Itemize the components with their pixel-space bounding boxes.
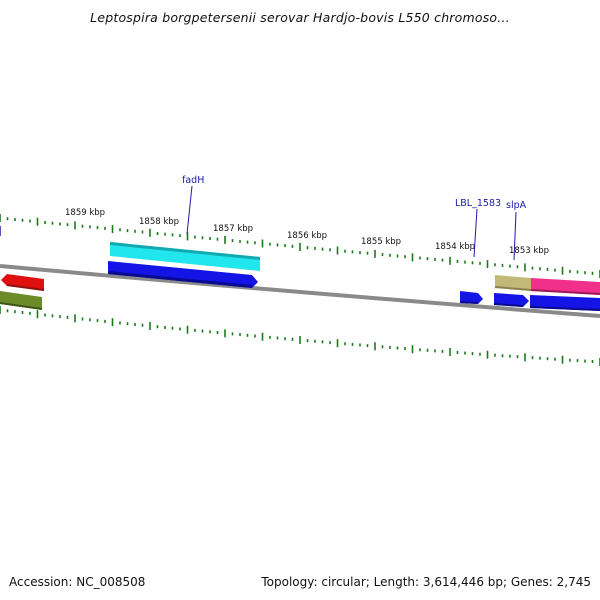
feature-lbl1583[interactable] <box>460 291 483 304</box>
feature-pink-shade <box>531 289 600 295</box>
accession-text: Accession: NC_008508 <box>9 575 146 589</box>
feature-red-shade <box>7 284 44 291</box>
ruler-label-1854: 1854 kbp <box>435 242 475 252</box>
ruler-label-1855: 1855 kbp <box>361 237 401 247</box>
feature-slpA-khaki-shade <box>495 286 531 291</box>
ruler-label-1858: 1858 kbp <box>139 217 179 227</box>
features <box>0 242 600 311</box>
gene-label-fadH[interactable]: fadH <box>182 175 204 186</box>
gene-label-fadH-group[interactable]: fadH <box>182 175 204 235</box>
gene-label-slpA-group[interactable]: slpA <box>506 200 527 261</box>
map-title: Leptospira borgpetersenii serovar Hardjo… <box>90 10 510 25</box>
gene-label-slpA[interactable]: slpA <box>506 200 527 211</box>
feature-fadH-cyan[interactable] <box>110 242 260 271</box>
ruler-label-1857: 1857 kbp <box>213 224 253 234</box>
feature-blue-right-shade <box>530 306 600 311</box>
chromosome-backbone <box>0 264 600 318</box>
gene-label-lbl1583-group[interactable]: LBL_1583 <box>455 198 501 258</box>
ruler-label-1859: 1859 kbp <box>65 208 105 218</box>
feature-slpA-blue-shade <box>494 303 523 307</box>
feature-fadH-cyan-shade <box>110 242 260 260</box>
ruler-label-1856: 1856 kbp <box>287 231 327 241</box>
feature-lbl1583-shade <box>460 301 478 304</box>
topology-text: Topology: circular; Length: 3,614,446 bp… <box>261 575 591 589</box>
feature-red[interactable] <box>1 274 44 291</box>
ruler-labels: 1859 kbp 1858 kbp 1857 kbp 1856 kbp 1855… <box>65 208 549 256</box>
outer-ruler-ticks <box>0 214 600 278</box>
inner-ruler-ticks <box>0 306 600 366</box>
feature-fadH-blue-shade <box>108 271 252 288</box>
gene-label-lbl1583[interactable]: LBL_1583 <box>455 198 501 209</box>
feature-olive-shade <box>0 302 42 310</box>
feature-fadH-blue[interactable] <box>108 261 258 288</box>
ruler-label-1853: 1853 kbp <box>509 246 549 256</box>
feature-slpA-blue[interactable] <box>494 293 529 307</box>
